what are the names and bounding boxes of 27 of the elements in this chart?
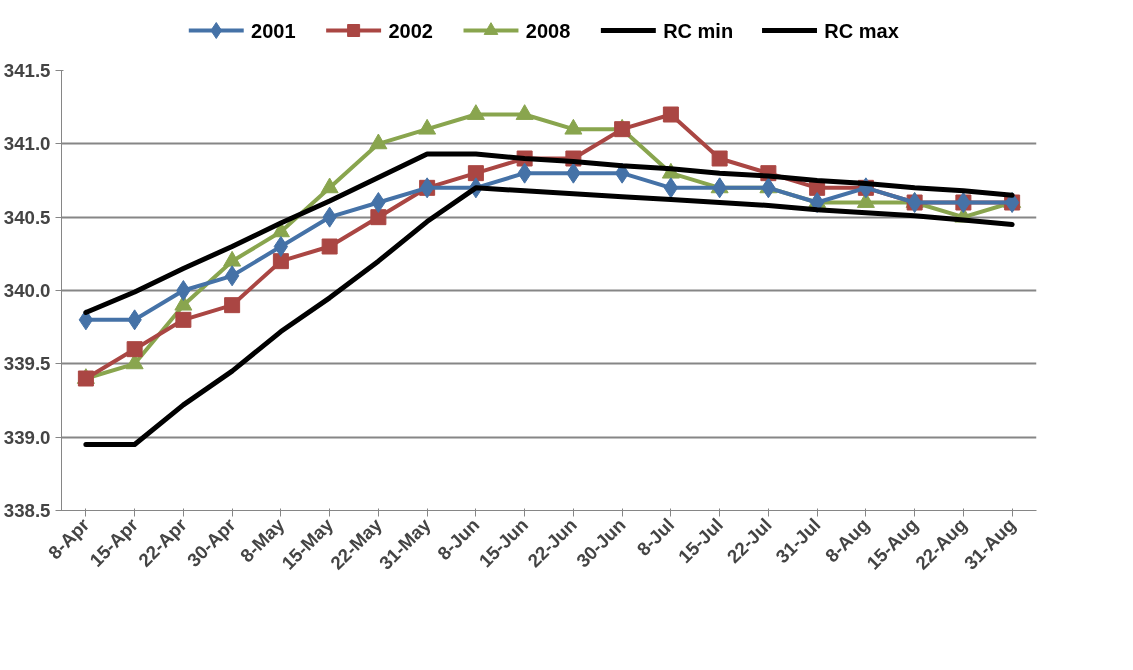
y-tick-label: 339.0 [3, 426, 51, 448]
legend-label: 2002 [388, 19, 433, 42]
y-tick-label: 341.0 [3, 133, 51, 155]
legend-label: RC max [824, 19, 899, 42]
point [224, 297, 241, 314]
point [663, 177, 679, 199]
y-tick-label: 341.5 [3, 60, 51, 81]
legend-label: RC min [663, 19, 734, 42]
point [321, 238, 338, 255]
point [371, 192, 386, 213]
point [662, 106, 679, 123]
legend-label: 2001 [251, 19, 296, 42]
point [78, 309, 94, 331]
point [711, 150, 728, 167]
legend-label: 2008 [525, 19, 571, 42]
y-tick-label: 339.5 [3, 353, 51, 375]
point [273, 236, 289, 257]
y-tick-label: 340.0 [3, 280, 51, 301]
y-tick-label: 340.5 [3, 206, 51, 228]
point [126, 341, 143, 358]
point [467, 165, 484, 182]
point [272, 253, 289, 270]
point [176, 280, 191, 301]
y-tick-label: 338.5 [3, 500, 51, 521]
point [175, 311, 192, 328]
point [224, 265, 240, 287]
point [370, 209, 387, 226]
